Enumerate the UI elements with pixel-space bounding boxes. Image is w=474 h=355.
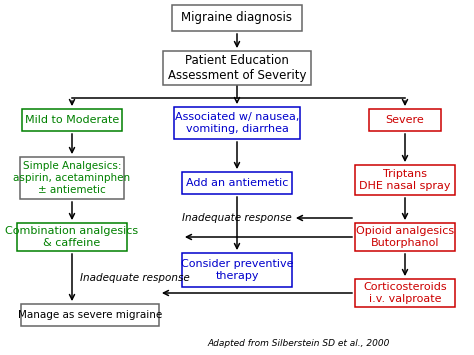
FancyBboxPatch shape (174, 107, 300, 139)
Text: Add an antiemetic: Add an antiemetic (186, 178, 288, 188)
Text: Patient Education
Assessment of Severity: Patient Education Assessment of Severity (168, 54, 306, 82)
Text: Inadequate response: Inadequate response (80, 273, 190, 283)
Text: Corticosteroids
i.v. valproate: Corticosteroids i.v. valproate (363, 282, 447, 304)
FancyBboxPatch shape (182, 172, 292, 194)
Text: Inadequate response: Inadequate response (182, 213, 292, 223)
FancyBboxPatch shape (172, 5, 302, 31)
FancyBboxPatch shape (355, 279, 455, 307)
Text: Simple Analgesics:
aspirin, acetaminphen
± antiemetic: Simple Analgesics: aspirin, acetaminphen… (13, 162, 130, 195)
FancyBboxPatch shape (355, 223, 455, 251)
Text: Opioid analgesics
Butorphanol: Opioid analgesics Butorphanol (356, 226, 454, 248)
Text: Adapted from Silberstein SD et al., 2000: Adapted from Silberstein SD et al., 2000 (208, 339, 390, 349)
Text: Migraine diagnosis: Migraine diagnosis (182, 11, 292, 24)
Text: Mild to Moderate: Mild to Moderate (25, 115, 119, 125)
FancyBboxPatch shape (182, 253, 292, 287)
Text: Combination analgesics
& caffeine: Combination analgesics & caffeine (5, 226, 138, 248)
FancyBboxPatch shape (22, 109, 122, 131)
Text: Associated w/ nausea,
vomiting, diarrhea: Associated w/ nausea, vomiting, diarrhea (175, 112, 299, 134)
FancyBboxPatch shape (163, 51, 311, 85)
FancyBboxPatch shape (355, 165, 455, 195)
FancyBboxPatch shape (369, 109, 441, 131)
Text: Triptans
DHE nasal spray: Triptans DHE nasal spray (359, 169, 451, 191)
FancyBboxPatch shape (17, 223, 127, 251)
FancyBboxPatch shape (20, 157, 124, 199)
Text: Consider preventive
therapy: Consider preventive therapy (181, 259, 293, 281)
Text: Severe: Severe (386, 115, 424, 125)
Text: Manage as severe migraine: Manage as severe migraine (18, 310, 162, 320)
FancyBboxPatch shape (21, 304, 159, 326)
